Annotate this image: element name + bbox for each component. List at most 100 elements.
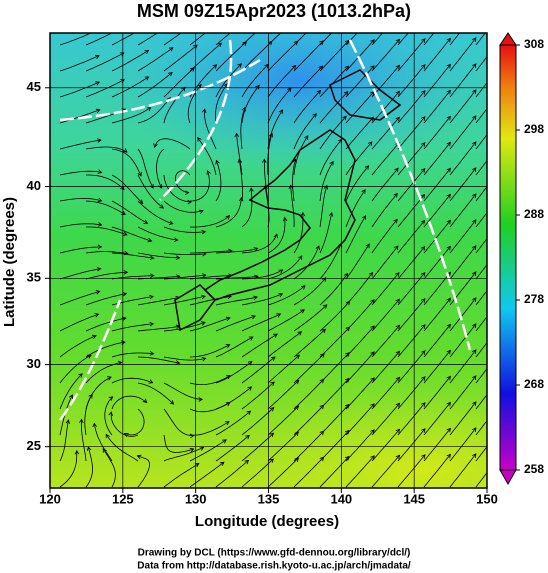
stream-arrow	[149, 321, 155, 327]
x-tick-label: 125	[112, 491, 134, 506]
streamline	[397, 324, 426, 358]
stream-arrow	[370, 39, 375, 44]
stream-arrow	[197, 83, 202, 89]
stream-arrow	[144, 76, 150, 81]
streamline	[423, 90, 451, 124]
stream-arrow	[446, 115, 451, 121]
streamline	[163, 67, 195, 98]
streamline	[371, 33, 384, 46]
stream-arrow	[269, 407, 275, 412]
streamline	[163, 226, 206, 233]
colorbar-tick-label: 288	[524, 207, 544, 221]
streamline	[59, 268, 101, 280]
streamline	[86, 174, 125, 190]
stream-arrow	[194, 463, 200, 468]
stream-arrow	[108, 396, 114, 401]
stream-arrow	[446, 401, 451, 407]
stream-arrow	[78, 373, 83, 378]
streamline	[319, 33, 333, 46]
streamline	[105, 434, 139, 462]
stream-arrow	[321, 277, 327, 282]
streamline	[397, 116, 426, 150]
stream-arrow	[472, 323, 477, 328]
streamline	[163, 446, 204, 462]
streamline	[137, 252, 180, 259]
streamline	[59, 450, 78, 488]
stream-arrow	[175, 295, 181, 301]
stream-arrow	[199, 446, 205, 451]
streamline	[371, 325, 400, 358]
stream-arrow	[105, 433, 110, 439]
stream-arrow	[446, 297, 451, 303]
streamline	[475, 160, 487, 176]
stream-arrow	[395, 90, 401, 96]
streamline	[86, 226, 128, 236]
stream-arrow	[472, 375, 477, 380]
stream-arrow	[175, 360, 181, 365]
streamline	[345, 116, 374, 150]
streamline	[449, 37, 477, 72]
streamline	[345, 39, 375, 72]
stream-arrow	[288, 184, 294, 189]
stream-arrow	[119, 52, 125, 57]
stream-arrow	[421, 454, 426, 459]
streamline	[137, 297, 180, 306]
stream-arrow	[395, 38, 401, 44]
stream-arrow	[269, 432, 275, 438]
streamline	[423, 64, 451, 98]
streamline	[111, 377, 153, 384]
streamline	[423, 298, 451, 332]
stream-arrow	[212, 64, 218, 69]
colorbar-extend-top	[499, 32, 517, 46]
stream-arrow	[446, 167, 451, 173]
stream-arrow	[102, 447, 107, 453]
streamline	[475, 394, 487, 410]
streamline	[163, 44, 198, 72]
streamline	[124, 408, 145, 436]
colorbar-tick-label: 308	[524, 37, 544, 51]
stream-arrow	[237, 63, 243, 68]
streamline	[423, 116, 451, 150]
stream-arrow	[201, 357, 207, 362]
stream-arrow	[97, 169, 103, 174]
streamline	[215, 160, 222, 202]
streamline	[475, 446, 487, 462]
streamline	[397, 38, 426, 72]
streamline	[449, 453, 477, 488]
streamline	[449, 193, 477, 228]
stream-arrow	[394, 245, 399, 250]
stream-arrow	[95, 81, 100, 86]
streamline	[475, 316, 487, 332]
stream-arrow	[395, 272, 400, 277]
stream-arrow	[97, 244, 103, 250]
streamline	[449, 297, 477, 332]
streamline	[267, 285, 306, 306]
stream-arrow	[222, 439, 227, 444]
streamline	[397, 376, 426, 410]
streamline	[397, 220, 425, 254]
streamline	[163, 33, 182, 46]
stream-arrow	[79, 418, 84, 424]
stream-arrow	[472, 193, 477, 198]
colorbar	[499, 44, 517, 471]
streamline	[319, 161, 334, 202]
stream-arrow	[122, 148, 128, 153]
streamline	[137, 382, 174, 405]
streamline	[111, 395, 147, 410]
streamline	[111, 174, 143, 204]
streamline	[163, 252, 206, 255]
streamline	[293, 135, 309, 176]
streamline	[111, 226, 152, 242]
streamline	[241, 333, 278, 358]
streamline	[345, 455, 375, 488]
stream-arrow	[169, 400, 175, 405]
stream-arrow	[395, 324, 401, 330]
streamline	[267, 87, 292, 124]
streamline	[345, 351, 375, 384]
streamline	[85, 271, 128, 280]
stream-arrow	[117, 360, 123, 366]
stream-arrow	[201, 229, 207, 235]
streamline	[293, 90, 321, 124]
streamline	[449, 33, 460, 46]
